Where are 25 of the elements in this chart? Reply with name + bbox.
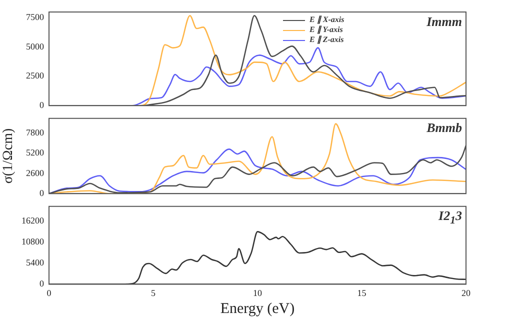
x-tick-label: 15 — [357, 288, 367, 298]
x-tick-label: 0 — [46, 288, 52, 298]
annotation: Bmmb — [426, 120, 462, 136]
x-tick-label: 20 — [462, 288, 471, 298]
y-tick-label: 0 — [40, 100, 44, 110]
y-tick-label: 0 — [40, 188, 44, 198]
y-tick-label: 2500 — [26, 70, 44, 81]
x-axis-title: Energy (eV) — [220, 300, 295, 317]
y-tick-label: 16200 — [22, 216, 44, 226]
y-tick-label: 5200 — [26, 148, 44, 158]
y-tick-label: 5000 — [26, 41, 44, 52]
y-tick-label: 10800 — [22, 236, 44, 247]
y-axis-title: σ(1/Ωcm) — [1, 128, 16, 184]
y-tick-label: 0 — [40, 278, 44, 289]
annotation: Immm — [426, 14, 462, 30]
legend-label: E ∥ X-axis — [310, 15, 344, 24]
x-tick-label: 10 — [253, 288, 262, 298]
y-tick-label: 7500 — [26, 12, 44, 22]
legend-label: E ∥ Y-axis — [310, 25, 343, 34]
legend-label: E ∥ Z-axis — [310, 35, 344, 44]
y-tick-label: 5400 — [26, 258, 44, 268]
x-tick-label: 5 — [151, 288, 156, 298]
y-tick-label: 2600 — [26, 168, 44, 178]
y-tick-label: 7800 — [26, 127, 44, 138]
annotation: I2$_{1}$3 — [438, 208, 462, 227]
